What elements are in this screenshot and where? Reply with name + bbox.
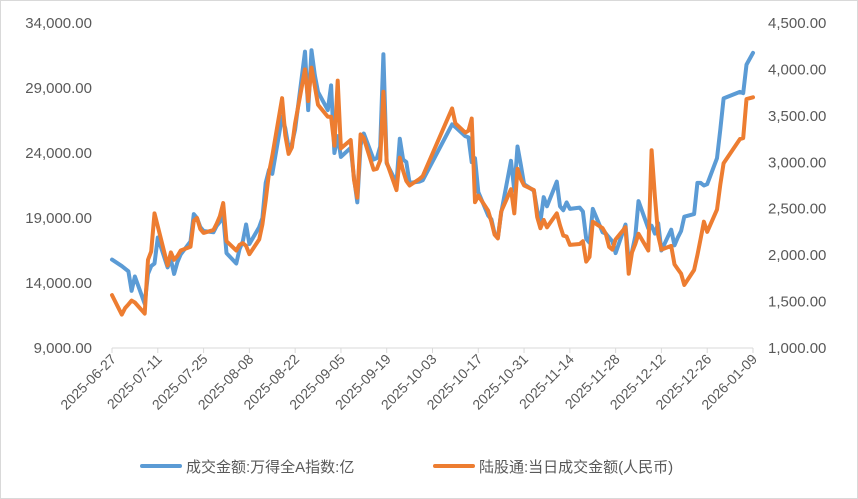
y-left-tick-label: 24,000.00 (25, 145, 92, 162)
y-right-tick-label: 2,000.00 (768, 247, 826, 264)
y-left-tick-label: 19,000.00 (25, 210, 92, 227)
y-left-tick-label: 9,000.00 (34, 340, 92, 357)
y-left-tick-label: 34,000.00 (25, 15, 92, 32)
y-right-tick-label: 2,500.00 (768, 201, 826, 218)
y-left-tick-label: 29,000.00 (25, 80, 92, 97)
y-left-tick-label: 14,000.00 (25, 275, 92, 292)
y-right-tick-label: 3,500.00 (768, 108, 826, 125)
legend-label-1: 成交金额:万得全A指数:亿 (186, 458, 354, 476)
y-right-tick-label: 4,500.00 (768, 15, 826, 32)
series-line-1 (110, 48, 755, 306)
axes-layer: 9,000.00 14,000.00 19,000.00 24,000.00 29,00… (25, 15, 826, 413)
series-line-2 (110, 65, 755, 317)
legend-label-2: 陆股通:当日成交金额(人民币) (479, 458, 673, 476)
y-right-tick-label: 4,000.00 (768, 61, 826, 78)
legend: 成交金额:万得全A指数:亿 陆股通:当日成交金额(人民币) (140, 458, 673, 476)
y-right-tick-label: 3,000.00 (768, 154, 826, 171)
y-right-tick-label: 1,000.00 (768, 340, 826, 357)
series-layer (110, 48, 755, 317)
y-right-tick-label: 1,500.00 (768, 294, 826, 311)
